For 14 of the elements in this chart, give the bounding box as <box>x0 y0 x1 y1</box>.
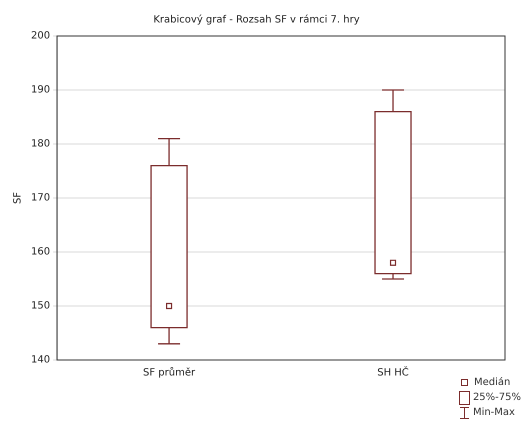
text: Medián <box>474 377 510 388</box>
y-axis-title: SF <box>12 192 24 204</box>
text: Min-Max <box>472 407 515 418</box>
y-tick-label: 190 <box>30 84 50 96</box>
y-tick-label: 150 <box>30 300 50 312</box>
y-tick-label: 180 <box>30 138 50 150</box>
y-tick-label: 140 <box>30 354 50 366</box>
x-tick-label: SF průměr <box>143 366 196 379</box>
y-tick-label: 170 <box>30 192 50 204</box>
chart-title: Krabicový graf - Rozsah SF v rámci 7. hry <box>153 14 360 26</box>
y-tick-label: 160 <box>30 246 50 258</box>
x-tick-label: SH HČ <box>377 366 409 379</box>
text: 25%-75% <box>472 392 521 403</box>
y-tick-label: 200 <box>30 30 50 42</box>
